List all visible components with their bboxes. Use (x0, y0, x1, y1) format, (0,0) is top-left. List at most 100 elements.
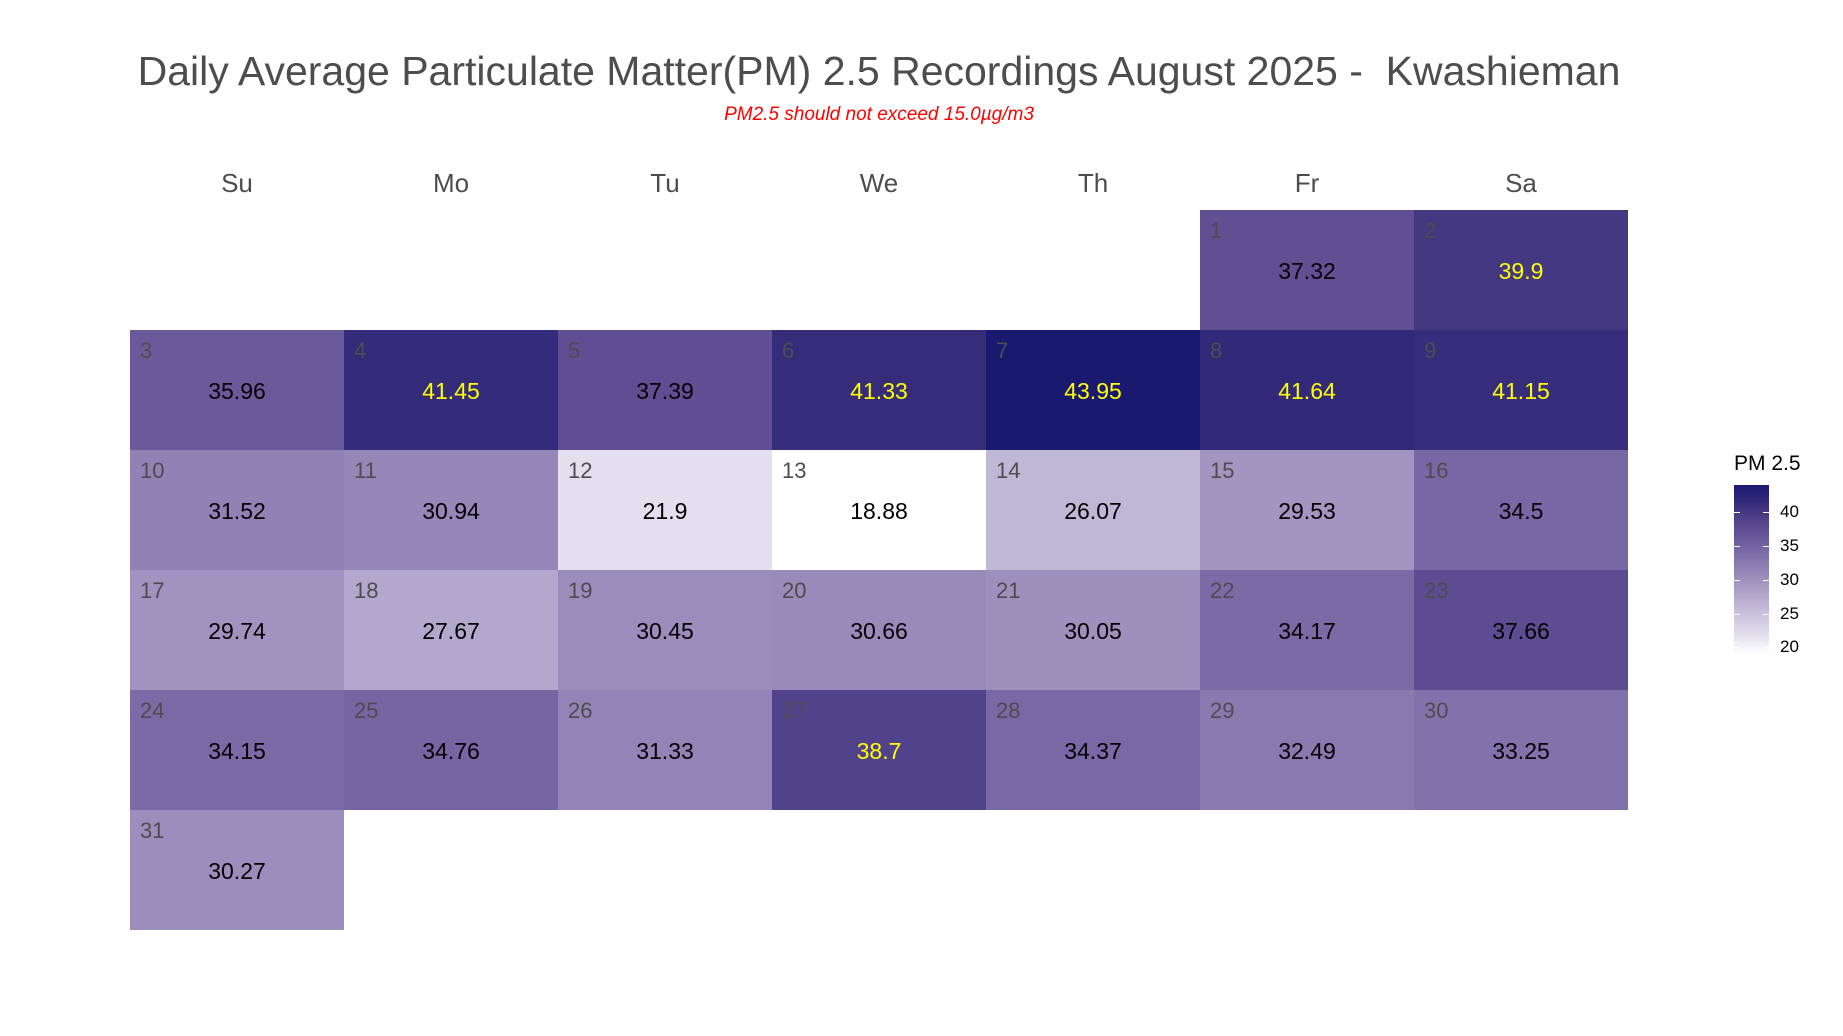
day-number: 4 (354, 338, 367, 363)
pm-value-label: 30.66 (850, 618, 908, 644)
day-cell-26: 26 31.33 (558, 690, 772, 810)
pm-value-label: 37.66 (1492, 618, 1550, 644)
day-cell-9: 9 41.15 (1414, 330, 1628, 450)
day-number: 8 (1210, 338, 1223, 363)
legend-tick-mark (1763, 647, 1769, 648)
legend-tick-mark (1734, 614, 1740, 615)
day-number: 26 (568, 698, 593, 723)
pm-value-label: 30.05 (1064, 618, 1122, 644)
day-number: 5 (568, 338, 581, 363)
day-cell-24: 24 34.15 (130, 690, 344, 810)
legend-tick-mark (1763, 614, 1769, 615)
pm-value-label: 34.37 (1064, 738, 1122, 764)
legend-tick-mark (1763, 546, 1769, 547)
legend-colorbar (1734, 485, 1769, 655)
pm-value-label: 37.32 (1278, 258, 1336, 284)
weekday-label-mo: Mo (432, 168, 470, 198)
day-number: 13 (782, 458, 807, 483)
day-cell-3: 3 35.96 (130, 330, 344, 450)
day-cell-16: 16 34.5 (1414, 450, 1628, 570)
day-number: 20 (782, 578, 807, 603)
day-cell-17: 17 29.74 (130, 570, 344, 690)
legend-tick-label: 35 (1780, 536, 1799, 555)
pm-value-label: 33.25 (1492, 738, 1550, 764)
day-number: 2 (1424, 218, 1437, 243)
pm-value-label: 38.7 (856, 738, 902, 764)
day-number: 1 (1210, 218, 1223, 243)
day-number: 22 (1210, 578, 1235, 603)
pm-value-label: 30.94 (422, 498, 480, 524)
pm-value-label: 31.52 (208, 498, 266, 524)
day-number: 6 (782, 338, 795, 363)
day-cell-23: 23 37.66 (1414, 570, 1628, 690)
day-number: 29 (1210, 698, 1235, 723)
pm-value-label: 32.49 (1278, 738, 1336, 764)
day-cell-28: 28 34.37 (986, 690, 1200, 810)
day-cell-2: 2 39.9 (1414, 210, 1628, 330)
pm-value-label: 31.33 (636, 738, 694, 764)
legend-tick-label: 25 (1780, 604, 1799, 623)
day-cell-30: 30 33.25 (1414, 690, 1628, 810)
weekday-label-th: Th (1077, 168, 1109, 198)
legend-tick-mark (1734, 546, 1740, 547)
weekday-label-sa: Sa (1505, 168, 1537, 198)
day-number: 23 (1424, 578, 1449, 603)
day-cell-15: 15 29.53 (1200, 450, 1414, 570)
day-cell-1: 1 37.32 (1200, 210, 1414, 330)
day-cell-20: 20 30.66 (772, 570, 986, 690)
day-cell-22: 22 34.17 (1200, 570, 1414, 690)
day-number: 18 (354, 578, 379, 603)
day-number: 11 (354, 458, 377, 483)
day-number: 15 (1210, 458, 1235, 483)
weekday-label-tu: Tu (650, 168, 680, 198)
day-number: 24 (140, 698, 165, 723)
pm-value-label: 34.15 (208, 738, 266, 764)
pm-value-label: 37.39 (636, 378, 694, 404)
day-cell-21: 21 30.05 (986, 570, 1200, 690)
legend-tick-mark (1734, 512, 1740, 513)
pm-value-label: 30.45 (636, 618, 694, 644)
day-number: 28 (996, 698, 1021, 723)
day-number: 19 (568, 578, 593, 603)
pm-value-label: 39.9 (1498, 258, 1544, 284)
day-cell-29: 29 32.49 (1200, 690, 1414, 810)
legend-tick-mark (1734, 647, 1740, 648)
weekday-label-fr: Fr (1294, 168, 1320, 198)
pm-value-label: 41.64 (1278, 378, 1336, 404)
pm-value-label: 41.15 (1492, 378, 1550, 404)
legend-title: PM 2.5 (1734, 452, 1801, 475)
day-cell-19: 19 30.45 (558, 570, 772, 690)
weekday-label-we: We (859, 168, 899, 198)
day-cell-6: 6 41.33 (772, 330, 986, 450)
pm-value-label: 29.53 (1278, 498, 1336, 524)
legend-tick-label: 30 (1780, 570, 1799, 589)
day-number: 3 (140, 338, 153, 363)
pm-value-label: 29.74 (208, 618, 266, 644)
day-number: 16 (1424, 458, 1449, 483)
day-cell-12: 12 21.9 (558, 450, 772, 570)
day-number: 27 (782, 698, 807, 723)
day-cell-18: 18 27.67 (344, 570, 558, 690)
day-cell-31: 31 30.27 (130, 810, 344, 930)
chart-title: Daily Average Particulate Matter(PM) 2.5… (137, 48, 1621, 94)
legend-tick-mark (1763, 580, 1769, 581)
day-number: 17 (140, 578, 165, 603)
day-cell-10: 10 31.52 (130, 450, 344, 570)
pm-value-label: 26.07 (1064, 498, 1122, 524)
weekday-label-su: Su (221, 168, 253, 198)
legend-tick-label: 20 (1780, 637, 1799, 656)
pm-value-label: 34.5 (1498, 498, 1544, 524)
day-cell-8: 8 41.64 (1200, 330, 1414, 450)
day-number: 9 (1424, 338, 1437, 363)
day-cell-27: 27 38.7 (772, 690, 986, 810)
day-cell-11: 11 30.94 (344, 450, 558, 570)
pm-value-label: 35.96 (208, 378, 266, 404)
day-number: 12 (568, 458, 593, 483)
day-number: 10 (140, 458, 165, 483)
day-cell-4: 4 41.45 (344, 330, 558, 450)
day-number: 31 (140, 818, 165, 843)
day-cell-25: 25 34.76 (344, 690, 558, 810)
day-cell-14: 14 26.07 (986, 450, 1200, 570)
legend-tick-label: 40 (1780, 502, 1799, 521)
day-cell-13: 13 18.88 (772, 450, 986, 570)
